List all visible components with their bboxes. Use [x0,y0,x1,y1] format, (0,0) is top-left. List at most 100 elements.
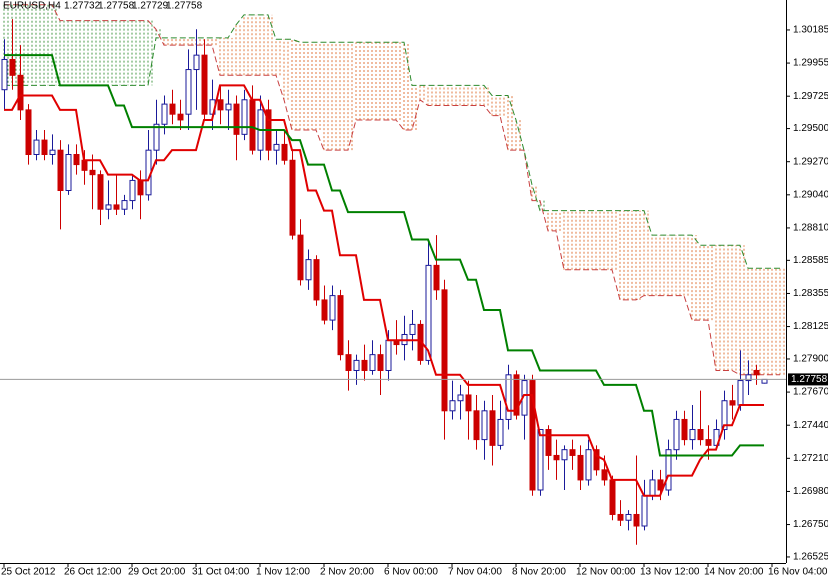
candle-body [649,479,656,497]
candle-body [297,234,304,281]
y-tick-label: 1.26525 [793,552,828,563]
chart-title: EURUSD,H4 [3,1,61,12]
candle-body [73,154,80,166]
x-tick-label: 14 Nov 20:00 [704,567,764,578]
candle-body [545,429,552,456]
candle-body [129,179,136,202]
candle-body [721,400,728,431]
x-tick-label: 13 Nov 12:00 [640,567,700,578]
y-tick-label: 1.29725 [793,91,828,102]
candle-body [705,439,712,446]
candle-body [561,449,568,461]
candle-body [489,410,496,446]
candle-body [385,339,392,371]
candle-body [465,394,472,412]
candle-body [321,299,328,321]
close-value: 1.27758 [166,1,203,12]
candle-body [433,264,440,291]
candle-body [601,469,608,481]
candle-body [345,354,352,371]
price-label: 1.27758 [791,374,828,385]
candle-body [169,103,176,115]
cloud-edge [4,14,780,269]
candle-body [585,449,592,481]
candle-body [745,374,752,382]
candle-body [337,295,344,356]
x-tick-label: 8 Nov 20:00 [512,567,566,578]
candle-body [681,418,688,441]
x-tick-label: 12 Nov 00:00 [576,567,636,578]
candle-body [233,103,240,135]
candle-body [185,69,192,115]
candle-body [689,429,696,441]
candle-body [513,374,520,416]
high-value: 1.27758 [98,1,135,12]
candle-body [65,154,72,191]
candle-body [289,159,296,236]
candle-body [761,378,768,384]
y-tick-label: 1.29500 [793,123,828,134]
y-tick-label: 1.28355 [793,288,828,299]
candle-body [609,479,616,515]
y-tick-label: 1.27670 [793,387,828,398]
candle-body [1,58,8,91]
candle-body [193,54,200,71]
candle-body [617,513,624,521]
x-tick-label: 25 Oct 2012 [1,567,56,578]
candle-body [89,169,96,176]
header: EURUSD,H4 1.27732 1.27758 1.27729 1.2775… [3,1,203,12]
candle-body [377,354,384,371]
candle-body [9,58,16,76]
y-tick-label: 1.26980 [793,486,828,497]
plot-area [1,4,785,545]
candle-body [241,99,248,135]
candle-body [217,99,224,111]
candle-body [529,380,536,491]
price-box [788,373,828,386]
candle-body [33,139,40,156]
y-tick-label: 1.30185 [793,25,828,36]
candle-body [577,454,584,481]
x-tick-label: 6 Nov 00:00 [384,567,438,578]
candle-body [161,103,168,125]
x-tick-label: 31 Oct 04:00 [192,567,250,578]
candle-body [537,429,544,491]
y-tick-label: 1.28585 [793,255,828,266]
candle-body [457,394,464,402]
x-tick-label: 16 Nov 04:00 [768,567,828,578]
x-tick-label: 7 Nov 04:00 [448,567,502,578]
candle-body [57,149,64,191]
candle-body [49,149,56,156]
low-value: 1.27729 [132,1,169,12]
candle-body [633,513,640,527]
candle-body [553,454,560,461]
candle-body [17,74,24,111]
indicator-line [4,54,764,457]
y-tick-label: 1.29040 [793,189,828,200]
candle-body [409,323,416,335]
y-tick-label: 1.27440 [793,420,828,431]
candle-body [569,449,576,456]
y-tick-label: 1.27210 [793,453,828,464]
candle-body [249,99,256,151]
candle-body [425,264,432,361]
candle-body [305,259,312,281]
open-value: 1.27732 [64,1,101,12]
candle-body [505,374,512,420]
x-tick-label: 1 Nov 12:00 [256,567,310,578]
candle-body [201,54,208,115]
candle-body [329,295,336,321]
candle-body [113,204,120,210]
candle-body [481,410,488,441]
candle-body [673,418,680,451]
candle-body [753,369,760,376]
x-tick-label: 29 Oct 20:00 [128,567,186,578]
candle-body [361,359,368,371]
candle-body [313,259,320,301]
candle-body [105,204,112,210]
candle-body [697,429,704,441]
candle-body [153,123,160,151]
candle-body [273,143,280,151]
